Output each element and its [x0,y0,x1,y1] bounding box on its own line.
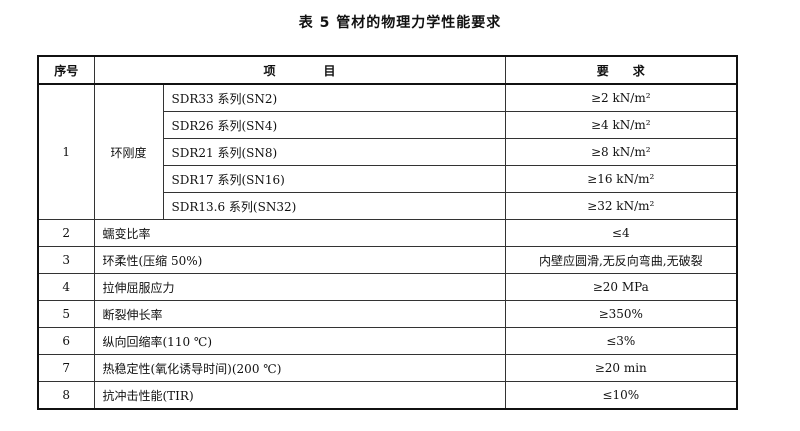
header-row: 序号 项 目 要 求 [37,55,738,85]
table-row: SDR13.6 系列(SN32) ≥32 kN/m² [38,192,738,220]
table-row: SDR26 系列(SN4) ≥4 kN/m² [38,111,738,139]
table-row: 1 环刚度 SDR33 系列(SN2) ≥2 kN/m² [37,83,738,220]
row-no: 1 [37,83,95,220]
row-item: 拉伸屈服应力 [93,273,506,301]
row-item: 断裂伸长率 [93,300,506,328]
table-row: SDR21 系列(SN8) ≥8 kN/m² [38,138,738,166]
table-row: 4 拉伸屈服应力 ≥20 MPa [37,273,738,301]
header-req: 要 求 [504,55,738,85]
row-req: ≥16 kN/m² [504,165,738,193]
row-req: ≥32 kN/m² [504,192,738,220]
row-item: 纵向回缩率(110 ℃) [93,327,506,355]
row-req: ≤3% [504,327,738,355]
row-item: 热稳定性(氧化诱导时间)(200 ℃) [93,354,506,382]
table-row: 5 断裂伸长率 ≥350% [37,300,738,328]
row-no: 2 [37,219,95,247]
row-no: 3 [37,246,95,274]
properties-table: 序号 项 目 要 求 1 环刚度 SDR33 系列(SN2) ≥2 kN/m² SDR2… [37,55,738,410]
row-req: ≥20 min [504,354,738,382]
row-req: ≥350% [504,300,738,328]
row-req: ≥20 MPa [504,273,738,301]
row-req: ≤10% [504,381,738,410]
row-item: SDR17 系列(SN16) [162,165,506,193]
row-no: 4 [37,273,95,301]
table-row: 6 纵向回缩率(110 ℃) ≤3% [37,327,738,355]
row-no: 7 [37,354,95,382]
table-row: 8 抗冲击性能(TIR) ≤10% [37,381,738,410]
row-item: 抗冲击性能(TIR) [93,381,506,410]
row-req: ≤4 [504,219,738,247]
table-row: 7 热稳定性(氧化诱导时间)(200 ℃) ≥20 min [37,354,738,382]
row-req: ≥8 kN/m² [504,138,738,166]
header-item: 项 目 [93,55,506,85]
table-row: 2 蠕变比率 ≤4 [37,219,738,247]
row-item: 环柔性(压缩 50%) [93,246,506,274]
table-row: 3 环柔性(压缩 50%) 内壁应圆滑,无反向弯曲,无破裂 [37,246,738,274]
row-req: 内壁应圆滑,无反向弯曲,无破裂 [504,246,738,274]
row-no: 5 [37,300,95,328]
table-row: SDR17 系列(SN16) ≥16 kN/m² [38,165,738,193]
row-group-label: 环刚度 [93,83,164,220]
row-item: SDR26 系列(SN4) [162,111,506,139]
row-item: SDR33 系列(SN2) [162,83,506,112]
row-item: SDR13.6 系列(SN32) [162,192,506,220]
row-item: 蠕变比率 [93,219,506,247]
row-item: SDR21 系列(SN8) [162,138,506,166]
table-title: 表 5 管材的物理力学性能要求 [298,15,502,31]
row-req: ≥4 kN/m² [504,111,738,139]
row-req: ≥2 kN/m² [504,83,738,112]
header-no: 序号 [37,55,95,85]
row-no: 6 [37,327,95,355]
row-no: 8 [37,381,95,410]
